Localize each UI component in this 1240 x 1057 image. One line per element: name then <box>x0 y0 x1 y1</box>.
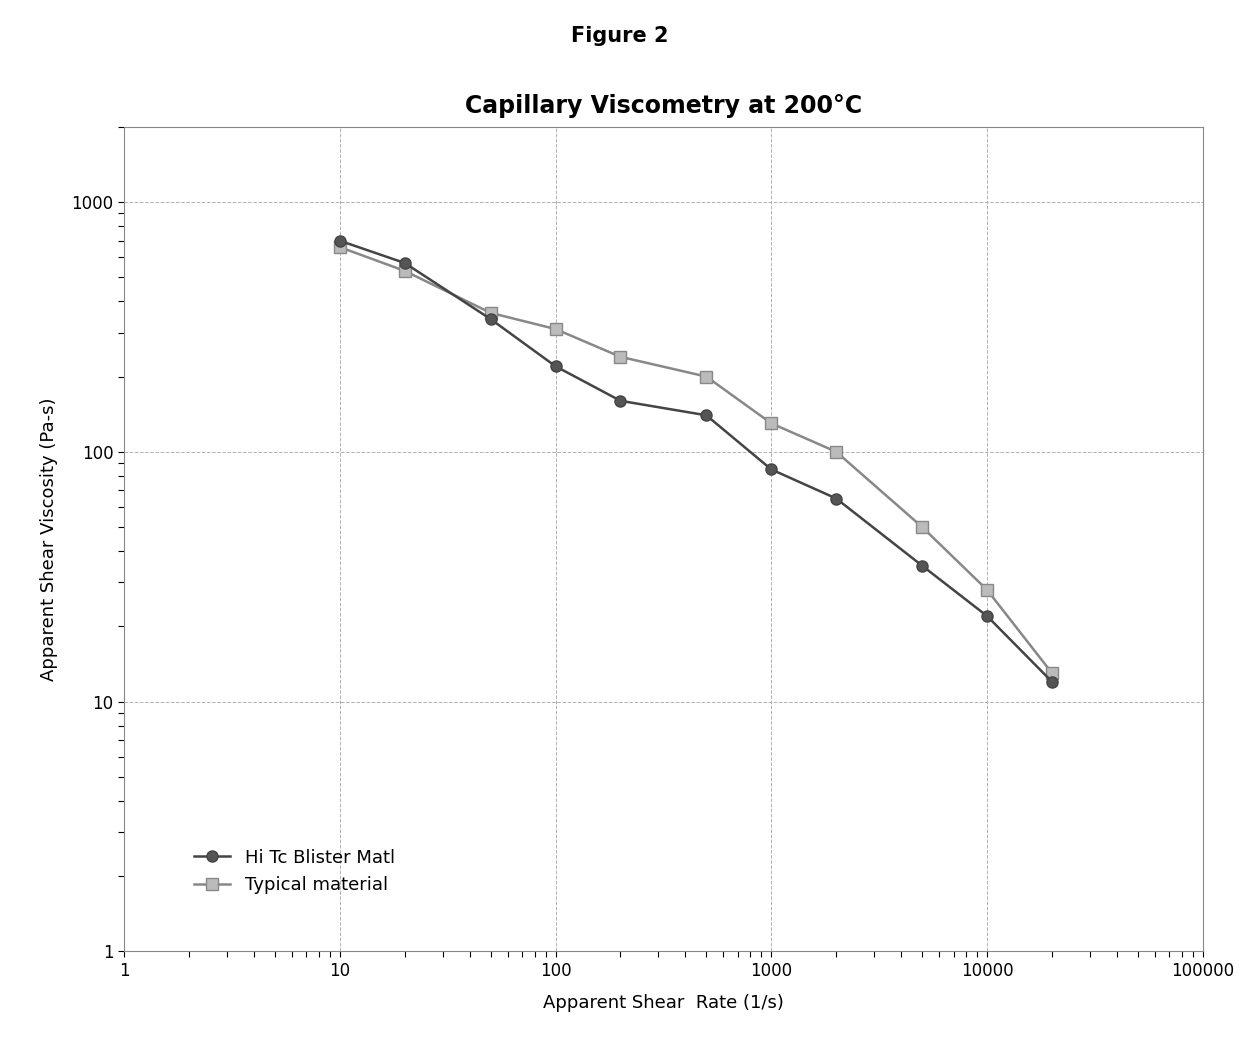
Hi Tc Blister Matl <box>1044 675 1059 688</box>
Title: Capillary Viscometry at 200°C: Capillary Viscometry at 200°C <box>465 94 862 118</box>
Typical material <box>915 521 930 534</box>
Typical material <box>613 351 627 364</box>
Text: Figure 2: Figure 2 <box>572 26 668 47</box>
Hi Tc Blister Matl <box>764 463 779 476</box>
Typical material <box>828 445 843 458</box>
Hi Tc Blister Matl <box>828 493 843 505</box>
Line: Typical material: Typical material <box>335 242 1058 679</box>
Hi Tc Blister Matl <box>548 360 563 373</box>
Typical material <box>764 416 779 429</box>
X-axis label: Apparent Shear  Rate (1/s): Apparent Shear Rate (1/s) <box>543 994 784 1012</box>
Hi Tc Blister Matl <box>613 394 627 407</box>
Hi Tc Blister Matl <box>332 235 347 247</box>
Line: Hi Tc Blister Matl: Hi Tc Blister Matl <box>335 235 1058 687</box>
Typical material <box>548 322 563 335</box>
Hi Tc Blister Matl <box>484 313 498 326</box>
Typical material <box>484 307 498 319</box>
Hi Tc Blister Matl <box>915 559 930 572</box>
Typical material <box>1044 667 1059 680</box>
Legend: Hi Tc Blister Matl, Typical material: Hi Tc Blister Matl, Typical material <box>187 841 402 901</box>
Typical material <box>699 370 714 383</box>
Hi Tc Blister Matl <box>980 610 994 623</box>
Hi Tc Blister Matl <box>397 257 412 270</box>
Typical material <box>397 264 412 277</box>
Hi Tc Blister Matl <box>699 409 714 422</box>
Typical material <box>980 583 994 596</box>
Typical material <box>332 241 347 254</box>
Y-axis label: Apparent Shear Viscosity (Pa-s): Apparent Shear Viscosity (Pa-s) <box>40 397 57 681</box>
